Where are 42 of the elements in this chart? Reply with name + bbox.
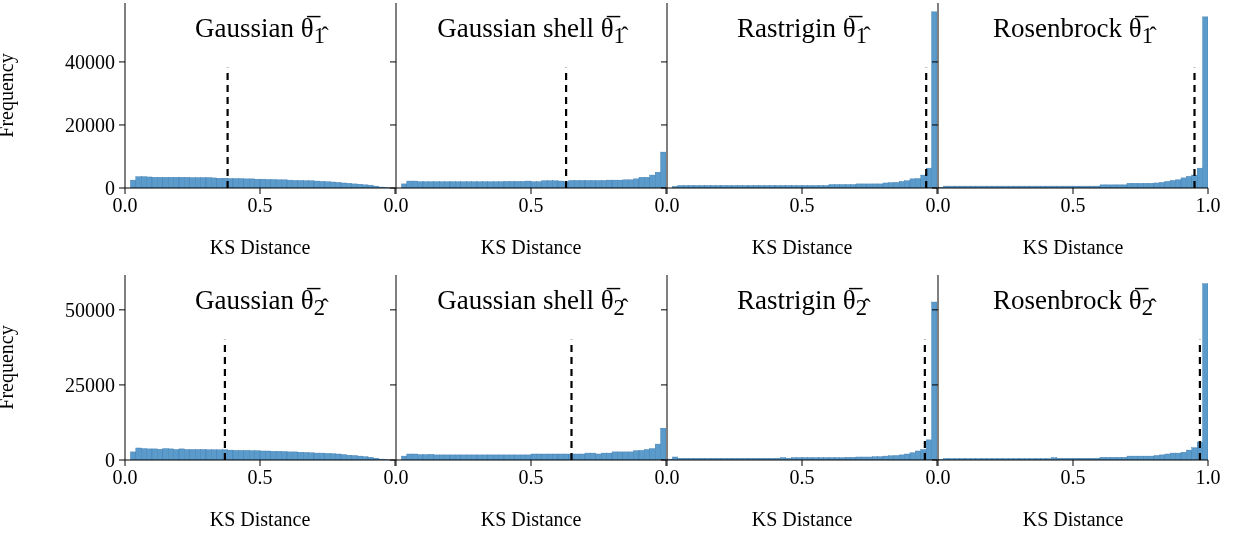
- x-tick-label: 0.5: [1060, 194, 1086, 216]
- y-tick-label: 50000: [65, 298, 115, 321]
- x-tick-label: 0.5: [789, 194, 815, 216]
- x-tick-label: 0.5: [518, 194, 544, 216]
- text: Rosenbrock θ̅$_{2̂}$: [992, 285, 1158, 322]
- x-tick-label: 0.0: [654, 466, 680, 488]
- x-tick-label: 0.5: [789, 466, 815, 488]
- y-tick-label: 40000: [65, 50, 115, 73]
- x-tick-label: 0.5: [247, 194, 273, 216]
- x-axis-title: KS Distance: [480, 508, 582, 530]
- x-tick-label: 0.0: [383, 194, 409, 216]
- x-tick-label: 0.5: [247, 466, 273, 488]
- text: Rosenbrock θ̅$_{1̂}$: [992, 13, 1158, 50]
- x-tick-label: 0.5: [518, 466, 544, 488]
- text: Gaussian θ̅$_{1̂}$: [194, 13, 330, 50]
- x-axis-title: KS Distance: [209, 508, 311, 530]
- x-axis-title: KS Distance: [480, 236, 582, 258]
- text: Rastrigin θ̅$_{2̂}$: [736, 285, 872, 322]
- x-tick-label: 0.0: [925, 466, 951, 488]
- text: Gaussian θ̅$_{2̂}$: [194, 285, 330, 322]
- x-tick-label: 0.0: [925, 194, 951, 216]
- y-tick-label: 20000: [65, 113, 115, 136]
- x-tick-label: 0.0: [112, 466, 138, 488]
- x-tick-label: 1.0: [1195, 194, 1221, 216]
- y-axis-title: Frequency: [0, 325, 19, 410]
- y-tick-label: 0: [105, 449, 115, 471]
- y-tick-label: 0: [105, 177, 115, 199]
- text: Gaussian shell θ̅$_{1̂}$: [436, 13, 629, 50]
- text: Rastrigin θ̅$_{1̂}$: [736, 13, 872, 50]
- x-tick-label: 0.0: [383, 466, 409, 488]
- x-tick-label: 0.0: [112, 194, 138, 216]
- x-tick-label: 0.0: [654, 194, 680, 216]
- y-axis-title: Frequency: [0, 53, 19, 138]
- x-axis-title: KS Distance: [751, 508, 853, 530]
- x-axis-title: KS Distance: [1022, 236, 1124, 258]
- x-axis-title: KS Distance: [209, 236, 311, 258]
- x-axis-title: KS Distance: [1022, 508, 1124, 530]
- y-tick-label: 25000: [65, 373, 115, 396]
- text: Gaussian shell θ̅$_{2̂}$: [436, 285, 629, 322]
- x-axis-title: KS Distance: [751, 236, 853, 258]
- x-tick-label: 0.5: [1060, 466, 1086, 488]
- x-tick-label: 1.0: [1195, 466, 1221, 488]
